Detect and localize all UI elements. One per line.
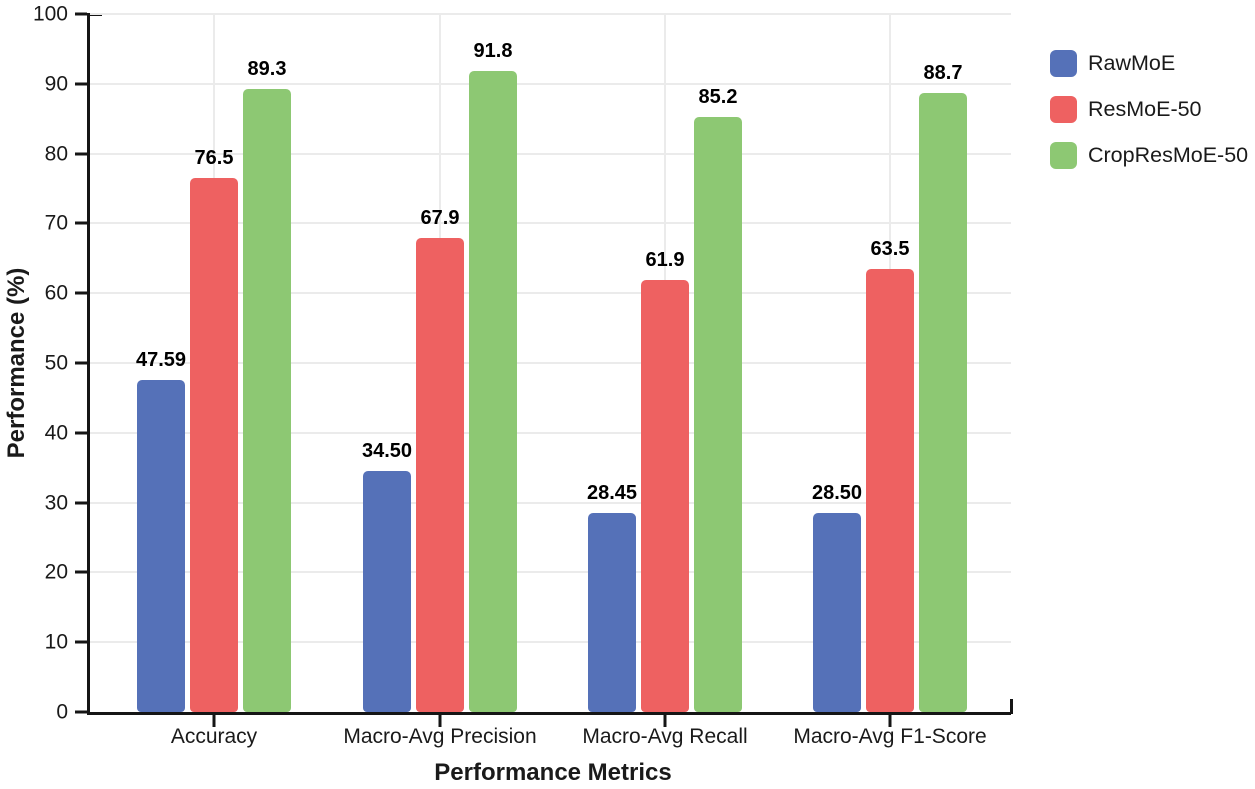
y-axis-tick <box>75 361 87 365</box>
y-tick-label: 50 <box>44 351 68 375</box>
y-axis-tick <box>75 152 87 156</box>
bar-value-label: 76.5 <box>194 147 234 170</box>
bar-resmoe-50-macro-avg-recall <box>641 279 689 712</box>
legend-swatch-icon <box>1050 142 1077 169</box>
y-axis-tick <box>75 501 87 505</box>
y-axis-tick <box>75 291 87 295</box>
y-gridline <box>90 222 1011 225</box>
y-tick-label: 80 <box>44 142 68 166</box>
x-tick-label-macro-avg-recall: Macro-Avg Recall <box>582 725 748 748</box>
bar-value-label: 28.50 <box>811 482 863 505</box>
bar-value-label: 47.59 <box>135 348 187 371</box>
legend-item-cropresmoe-50: CropResMoE-50 <box>1050 142 1248 169</box>
legend-label: CropResMoE-50 <box>1088 143 1249 167</box>
y-tick-label: 10 <box>44 630 68 654</box>
y-gridline <box>90 641 1011 644</box>
legend-item-resmoe-50: ResMoE-50 <box>1050 96 1248 123</box>
y-axis-tick <box>75 570 87 574</box>
bar-cropresmoe-50-macro-avg-precision <box>469 71 517 712</box>
legend-swatch-icon <box>1050 96 1077 123</box>
legend-label: ResMoE-50 <box>1088 97 1202 121</box>
legend-label: RawMoE <box>1088 51 1176 75</box>
y-tick-label: 100 <box>32 2 68 26</box>
y-tick-label: 0 <box>56 700 68 724</box>
bar-resmoe-50-macro-avg-f1-score <box>866 268 914 712</box>
bar-resmoe-50-accuracy <box>190 178 238 712</box>
y-gridline <box>90 431 1011 434</box>
legend-swatch-icon <box>1050 50 1077 77</box>
y-gridline <box>90 152 1011 155</box>
legend-item-rawmoe: RawMoE <box>1050 50 1248 77</box>
y-axis-tick <box>75 221 87 225</box>
x-tick-label-macro-avg-f1-score: Macro-Avg F1-Score <box>793 725 987 748</box>
y-tick-label: 60 <box>44 281 68 305</box>
bar-rawmoe-macro-avg-recall <box>588 513 636 712</box>
x-axis-end-cap <box>1009 698 1013 714</box>
x-tick-label-accuracy: Accuracy <box>170 725 258 748</box>
y-gridline <box>90 571 1011 574</box>
bar-cropresmoe-50-macro-avg-f1-score <box>919 92 967 712</box>
y-axis-title: Performance (%) <box>3 267 30 459</box>
bar-value-label: 61.9 <box>645 248 685 271</box>
x-axis-tick <box>438 715 442 727</box>
bar-rawmoe-accuracy <box>137 379 185 712</box>
y-axis-tick <box>75 710 87 714</box>
bar-value-label: 91.8 <box>473 40 513 63</box>
y-gridline <box>90 82 1011 85</box>
y-tick-label: 20 <box>44 560 68 584</box>
bar-value-label: 67.9 <box>420 207 460 230</box>
y-axis-tick <box>75 82 87 86</box>
y-gridline <box>90 501 1011 504</box>
bar-value-label: 63.5 <box>870 237 910 260</box>
x-axis-tick <box>212 715 216 727</box>
bar-value-label: 28.45 <box>586 482 638 505</box>
bar-value-label: 85.2 <box>698 86 738 109</box>
y-tick-label: 70 <box>44 211 68 235</box>
bar-rawmoe-macro-avg-f1-score <box>813 513 861 712</box>
y-axis-tick <box>75 431 87 435</box>
x-axis-title: Performance Metrics <box>434 759 672 786</box>
y-gridline <box>90 292 1011 295</box>
bar-resmoe-50-macro-avg-precision <box>416 238 464 712</box>
y-tick-label: 30 <box>44 491 68 515</box>
bar-rawmoe-macro-avg-precision <box>363 471 411 712</box>
plot-area: 0 10 20 30 40 50 60 70 80 90 100 Accuracy 47.59 76.5 8… <box>33 4 1013 748</box>
x-axis-tick <box>663 715 667 727</box>
y-axis-tick <box>75 640 87 644</box>
bar-value-label: 89.3 <box>247 57 287 80</box>
x-tick-label-macro-avg-precision: Macro-Avg Precision <box>343 725 537 748</box>
legend: RawMoE ResMoE-50 CropResMoE-50 <box>1050 50 1248 169</box>
y-tick-label: 40 <box>44 421 68 445</box>
bar-cropresmoe-50-accuracy <box>243 88 291 712</box>
bar-value-label: 34.50 <box>361 440 413 463</box>
y-gridline <box>90 362 1011 364</box>
y-axis-tick <box>75 12 87 16</box>
y-gridline <box>90 13 1011 15</box>
x-axis-tick <box>888 715 892 727</box>
bar-value-label: 88.7 <box>923 61 963 84</box>
y-tick-label: 90 <box>44 72 68 96</box>
bar-cropresmoe-50-macro-avg-recall <box>694 117 742 712</box>
